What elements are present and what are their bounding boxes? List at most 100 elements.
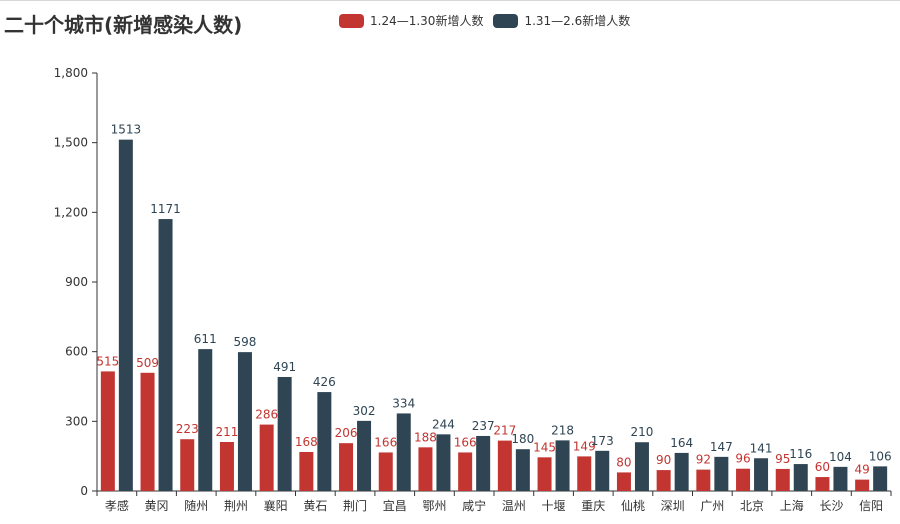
legend-item-series-1[interactable]: 1.24—1.30新增人数	[339, 12, 483, 29]
data-label-series-1: 211	[215, 425, 238, 439]
bar-series-2	[158, 219, 173, 491]
y-tick-label: 1,200	[54, 205, 88, 219]
bar-series-2	[754, 458, 769, 491]
data-label-series-2: 1171	[150, 202, 181, 216]
data-label-series-1: 95	[775, 452, 790, 466]
data-label-series-2: 244	[432, 417, 455, 431]
bar-series-2	[277, 376, 292, 491]
x-tick-label: 温州	[502, 499, 526, 513]
data-label-series-2: 611	[194, 332, 217, 346]
bar-series-2	[674, 452, 689, 491]
bar-series-1	[418, 447, 433, 491]
data-label-series-1: 92	[696, 453, 711, 467]
y-tick-label: 1,800	[54, 66, 88, 80]
bar-series-1	[696, 469, 711, 491]
data-label-series-2: 106	[869, 449, 892, 463]
bar-series-2	[396, 413, 411, 491]
x-tick-label: 荆州	[224, 499, 248, 513]
data-label-series-1: 166	[374, 435, 397, 449]
data-label-series-1: 166	[454, 435, 477, 449]
bar-series-1	[299, 451, 314, 491]
bar-series-1	[775, 468, 790, 491]
bar-series-1	[855, 479, 870, 491]
data-label-series-2: 164	[670, 436, 693, 450]
data-label-series-2: 180	[511, 432, 534, 446]
bar-series-2	[357, 420, 372, 491]
y-tick-label: 300	[65, 414, 88, 428]
data-label-series-2: 426	[313, 375, 336, 389]
bar-series-1	[656, 470, 671, 491]
bar-series-2	[555, 440, 570, 491]
bar-series-1	[616, 472, 631, 491]
bar-series-2	[317, 392, 332, 491]
legend-label-series-1: 1.24—1.30新增人数	[370, 14, 484, 28]
x-tick-label: 长沙	[819, 499, 843, 513]
data-label-series-1: 168	[295, 435, 318, 449]
bar-series-2	[237, 352, 252, 491]
x-tick-label: 鄂州	[422, 499, 446, 513]
x-tick-label: 北京	[740, 499, 764, 513]
bar-series-1	[458, 452, 473, 491]
bar-series-2	[714, 456, 729, 491]
data-label-series-1: 206	[335, 426, 358, 440]
x-tick-label: 深圳	[661, 499, 685, 513]
bar-series-2	[793, 464, 808, 491]
x-tick-label: 上海	[780, 498, 804, 513]
data-label-series-1: 217	[493, 424, 516, 438]
bar-series-2	[833, 466, 848, 491]
data-label-series-1: 80	[616, 455, 631, 469]
x-tick-label: 黄冈	[145, 499, 169, 513]
x-tick-label: 宜昌	[383, 498, 407, 513]
data-label-series-2: 141	[750, 441, 773, 455]
bar-series-1	[736, 468, 751, 491]
bar-series-1	[140, 372, 155, 491]
data-label-series-2: 116	[789, 447, 812, 461]
bar-series-1	[378, 452, 393, 491]
bar-series-1	[259, 424, 274, 491]
data-label-series-1: 60	[815, 460, 830, 474]
data-label-series-1: 149	[573, 439, 596, 453]
data-label-series-1: 515	[96, 354, 119, 368]
x-tick-label: 襄阳	[264, 498, 288, 513]
data-label-series-1: 96	[735, 452, 750, 466]
bar-series-2	[515, 449, 530, 491]
data-label-series-1: 49	[855, 463, 870, 477]
x-tick-label: 广州	[700, 499, 724, 513]
x-tick-label: 十堰	[542, 499, 566, 513]
x-tick-label: 随州	[184, 498, 208, 513]
bar-series-2	[595, 450, 610, 491]
x-tick-label: 重庆	[581, 499, 605, 513]
data-label-series-2: 491	[273, 360, 296, 374]
bar-series-1	[537, 457, 552, 491]
legend-swatch-series-2	[493, 13, 519, 28]
y-tick-label: 900	[65, 275, 88, 289]
x-tick-label: 咸宁	[462, 498, 486, 513]
legend-label-series-2: 1.31—2.6新增人数	[524, 14, 631, 28]
data-label-series-1: 509	[136, 356, 159, 370]
x-tick-label: 仙桃	[621, 498, 645, 513]
x-tick-label: 孝感	[105, 498, 129, 513]
legend-item-series-2[interactable]: 1.31—2.6新增人数	[493, 12, 630, 29]
bar-series-1	[815, 477, 830, 491]
x-tick-label: 信阳	[859, 499, 883, 513]
data-label-series-2: 173	[591, 434, 614, 448]
bar-series-1	[577, 456, 592, 491]
data-label-series-2: 210	[630, 425, 653, 439]
data-label-series-1: 145	[533, 440, 556, 454]
legend-swatch-series-1	[339, 13, 364, 28]
data-label-series-1: 223	[176, 422, 199, 436]
bar-series-2	[436, 434, 451, 491]
y-tick-label: 600	[65, 345, 88, 359]
x-tick-label: 荆门	[343, 498, 367, 513]
bar-series-2	[873, 466, 888, 491]
bar-series-1	[100, 371, 115, 491]
bar-series-1	[180, 439, 195, 491]
chart-legend: 1.24—1.30新增人数 1.31—2.6新增人数	[339, 12, 640, 29]
chart-title: 二十个城市(新增感染人数)	[4, 13, 243, 37]
y-tick-label: 0	[80, 484, 88, 498]
data-label-series-1: 188	[414, 430, 437, 444]
data-label-series-2: 334	[392, 396, 415, 410]
bar-series-2	[198, 349, 213, 491]
data-label-series-2: 237	[472, 419, 495, 433]
